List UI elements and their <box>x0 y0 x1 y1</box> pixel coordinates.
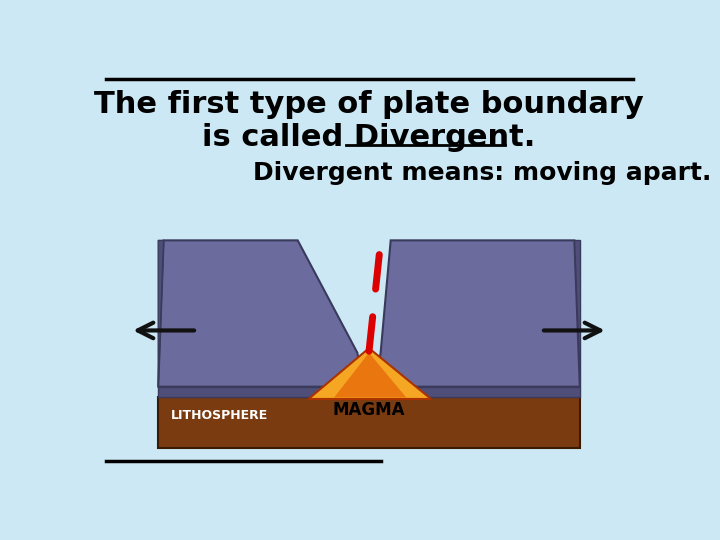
Text: LITHOSPHERE: LITHOSPHERE <box>171 409 269 422</box>
Text: MAGMA: MAGMA <box>333 401 405 418</box>
Polygon shape <box>158 240 163 387</box>
Text: Divergent means: moving apart.: Divergent means: moving apart. <box>253 160 711 185</box>
Polygon shape <box>375 387 580 397</box>
Text: The first type of plate boundary: The first type of plate boundary <box>94 90 644 119</box>
Polygon shape <box>375 240 580 387</box>
Polygon shape <box>158 397 580 448</box>
Polygon shape <box>158 387 363 397</box>
Polygon shape <box>575 240 580 387</box>
Text: is called Divergent.: is called Divergent. <box>202 123 536 152</box>
Polygon shape <box>158 240 363 387</box>
Polygon shape <box>309 348 431 399</box>
Polygon shape <box>334 353 406 397</box>
